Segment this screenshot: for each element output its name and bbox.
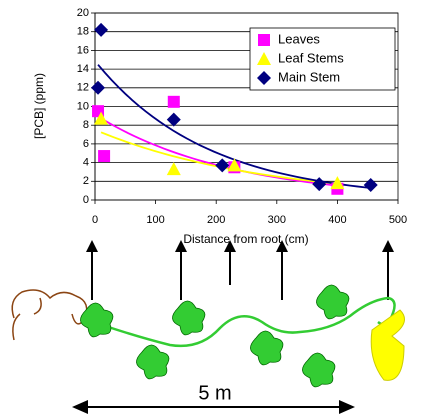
y-tick-label: 12 xyxy=(77,82,89,94)
flower xyxy=(370,309,405,381)
trend-line xyxy=(100,131,338,185)
roots xyxy=(11,289,88,341)
legend-label: Leaves xyxy=(278,31,320,46)
y-tick-label: 18 xyxy=(77,26,89,38)
marker xyxy=(227,158,242,172)
marker xyxy=(215,158,230,173)
y-tick-label: 16 xyxy=(77,44,89,56)
x-tick-label: 400 xyxy=(328,214,346,226)
marker xyxy=(91,80,106,95)
x-tick-label: 300 xyxy=(268,214,286,226)
marker xyxy=(94,111,109,125)
leaves xyxy=(80,284,350,388)
arrows xyxy=(82,250,389,408)
legend-box xyxy=(249,27,396,91)
trend-line xyxy=(97,115,338,187)
marker xyxy=(98,150,111,163)
legend-marker xyxy=(258,34,270,46)
marker xyxy=(312,177,327,192)
stem xyxy=(81,296,396,348)
x-tick-label: 500 xyxy=(389,214,407,226)
scale-label: 5 m xyxy=(198,382,231,404)
y-tick-label: 0 xyxy=(83,194,89,206)
y-tick-label: 6 xyxy=(83,138,89,150)
marker xyxy=(363,178,378,193)
legend-label: Main Stem xyxy=(278,69,340,84)
marker xyxy=(166,112,181,127)
y-tick-label: 20 xyxy=(77,7,89,19)
x-tick-label: 0 xyxy=(92,214,98,226)
x-tick-label: 100 xyxy=(146,214,164,226)
y-tick-label: 2 xyxy=(83,175,89,187)
legend-marker xyxy=(257,52,271,65)
legend-marker xyxy=(257,71,271,85)
y-tick-label: 10 xyxy=(77,100,89,112)
x-tick-label: 200 xyxy=(207,214,225,226)
marker xyxy=(166,162,181,176)
legend-label: Leaf Stems xyxy=(278,50,344,65)
y-tick-label: 8 xyxy=(83,119,89,131)
x-axis-label: Distance from root (cm) xyxy=(183,232,308,246)
y-tick-label: 4 xyxy=(83,157,89,169)
y-tick-label: 14 xyxy=(77,63,89,75)
marker xyxy=(94,22,109,37)
plant-illustration xyxy=(11,240,405,414)
marker xyxy=(330,176,345,190)
arrow-heads xyxy=(72,240,394,414)
marker xyxy=(167,95,180,108)
y-axis-label: [PCB] (ppm) xyxy=(32,73,46,139)
